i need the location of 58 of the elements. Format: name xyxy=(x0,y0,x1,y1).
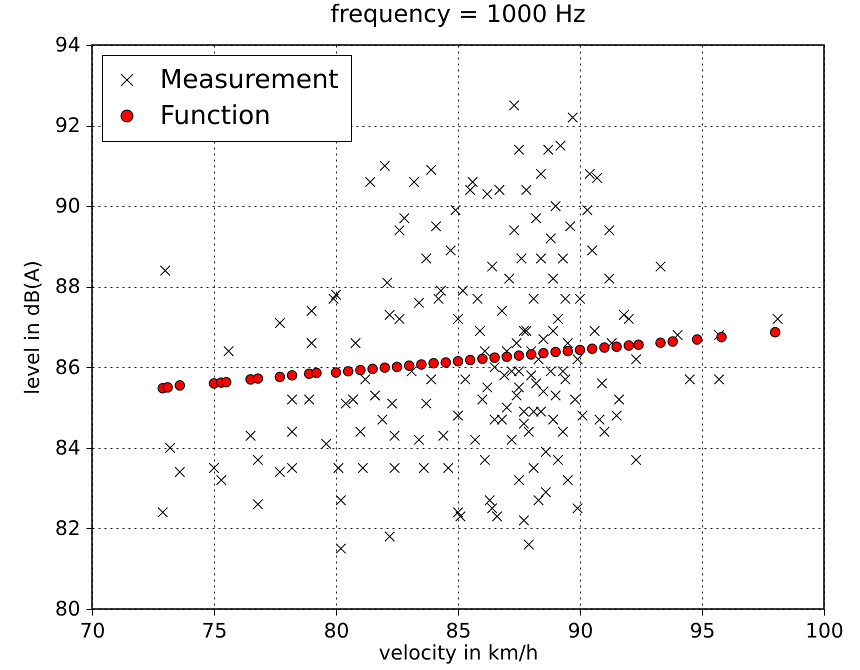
y-tick-label: 82 xyxy=(55,516,80,540)
legend-label: Function xyxy=(160,101,271,131)
y-tick-label: 86 xyxy=(55,354,80,379)
x-tick-label: 100 xyxy=(805,618,844,642)
point xyxy=(274,372,286,382)
point xyxy=(624,340,634,351)
point xyxy=(464,354,476,366)
point xyxy=(286,370,298,381)
point xyxy=(311,368,322,378)
point xyxy=(367,364,378,374)
point xyxy=(428,358,439,368)
point xyxy=(174,380,186,391)
point xyxy=(489,352,500,363)
point xyxy=(440,357,452,368)
point xyxy=(477,354,488,364)
y-tick-label: 92 xyxy=(55,113,80,138)
point xyxy=(355,364,366,376)
point xyxy=(502,352,512,362)
point xyxy=(162,382,173,393)
y-tick-label: 88 xyxy=(55,274,80,298)
point xyxy=(538,348,549,358)
point xyxy=(330,367,342,378)
point xyxy=(599,342,610,353)
point xyxy=(392,362,402,372)
point xyxy=(574,344,586,356)
point xyxy=(342,366,354,377)
point xyxy=(452,356,464,366)
point xyxy=(550,346,561,358)
x-tick-label: 95 xyxy=(690,618,716,642)
point xyxy=(586,344,598,354)
point xyxy=(380,362,390,373)
point xyxy=(416,359,427,370)
point xyxy=(404,360,414,371)
point xyxy=(526,349,536,360)
y-axis-title: level in dB(A) xyxy=(20,260,44,395)
x-tick-label: 80 xyxy=(324,618,350,642)
x-axis-title: velocity in km/h xyxy=(378,640,538,664)
x-tick-label: 90 xyxy=(568,618,594,642)
x-tick-label: 85 xyxy=(446,618,472,642)
legend-label: Measurement xyxy=(160,65,338,95)
point xyxy=(770,327,780,338)
x-tick-label: 75 xyxy=(202,618,228,642)
point xyxy=(611,342,622,352)
point xyxy=(633,339,644,350)
point xyxy=(716,332,727,342)
point xyxy=(252,373,264,384)
point xyxy=(655,337,666,348)
point xyxy=(667,336,678,347)
point xyxy=(562,346,574,356)
point xyxy=(220,376,232,388)
y-tick-label: 84 xyxy=(55,435,80,460)
chart-title: frequency = 1000 Hz xyxy=(330,0,586,28)
x-tick-label: 70 xyxy=(80,618,106,642)
point xyxy=(692,334,702,345)
y-tick-label: 94 xyxy=(55,32,80,56)
point xyxy=(514,350,524,361)
y-tick-label: 80 xyxy=(55,596,80,620)
y-tick-label: 90 xyxy=(55,194,80,218)
